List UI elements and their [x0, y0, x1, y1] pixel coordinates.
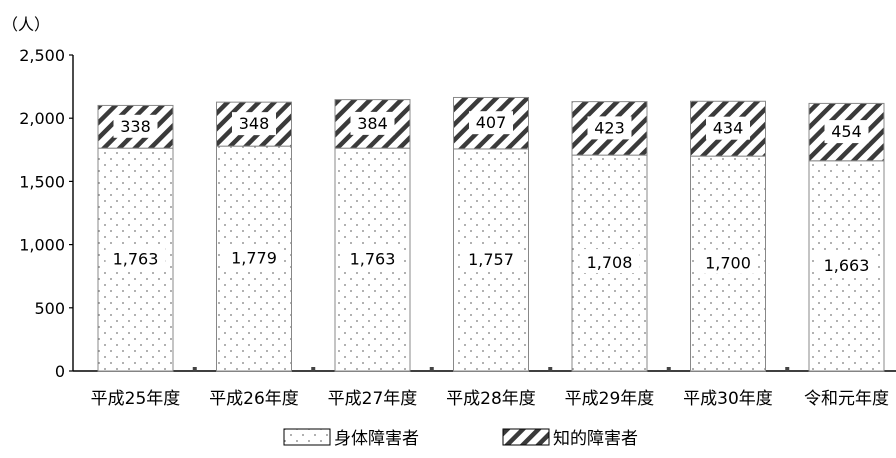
y-tick-label: 500: [34, 299, 65, 318]
y-tick-label: 1,000: [19, 236, 65, 255]
data-label-intellectual: 384: [357, 114, 388, 133]
legend-swatch-intellectual: [502, 428, 550, 446]
x-category-label: 平成26年度: [209, 389, 299, 409]
x-category-label: 平成29年度: [565, 389, 655, 409]
x-category-label: 平成28年度: [446, 389, 536, 409]
legend: 身体障害者 知的障害者: [283, 428, 638, 449]
legend-label-intellectual: 知的障害者: [553, 429, 638, 449]
legend-swatch-physical: [283, 428, 331, 446]
y-tick-label: 2,000: [19, 109, 65, 128]
x-tick-mark: [311, 367, 316, 372]
data-label-bg: [105, 245, 166, 270]
data-label-physical: 1,663: [824, 256, 870, 275]
data-label-bg: [113, 114, 158, 138]
y-tick-label: 0: [55, 362, 65, 381]
x-category-label: 平成27年度: [328, 389, 418, 409]
data-label-bg: [350, 111, 395, 135]
category-labels: 平成25年度 平成26年度 平成27年度 平成28年度 平成29年度 平成30年度 令和元年…: [91, 389, 889, 409]
x-category-label: 平成25年度: [91, 389, 181, 409]
data-label-bg: [232, 112, 276, 136]
legend-label-physical: 身体障害者: [334, 429, 419, 449]
x-tick-mark: [192, 367, 197, 372]
y-ticks: 0 500 1,000 1,500 2,000 2,500: [19, 46, 73, 381]
data-label-physical: 1,757: [468, 250, 514, 269]
legend-item-physical: 身体障害者: [283, 428, 419, 449]
data-label-intellectual: 348: [239, 114, 270, 133]
data-label-bg: [706, 116, 750, 140]
bar-segment-intellectual: [334, 99, 411, 149]
y-tick-label: 2,500: [19, 46, 65, 65]
data-label-intellectual: 338: [120, 117, 151, 136]
y-tick-label: 1,500: [19, 172, 65, 191]
bars: 1,763 338 1,779 348 1,763 384 1,757 407 1,708 423…: [97, 96, 885, 372]
data-label-intellectual: 407: [476, 113, 507, 132]
x-tick-mark: [429, 367, 434, 372]
data-label-physical: 1,708: [587, 253, 633, 272]
y-unit-label: （人）: [2, 15, 50, 34]
data-label-bg: [816, 251, 877, 276]
data-label-bg: [587, 116, 632, 140]
data-label-bg: [461, 245, 521, 270]
data-label-bg: [698, 249, 758, 274]
x-tick-mark: [785, 367, 790, 372]
data-label-intellectual: 434: [713, 119, 744, 138]
data-label-bg: [824, 120, 869, 144]
x-category-label: 令和元年度: [804, 389, 889, 409]
data-label-bg: [469, 111, 513, 135]
data-label-bg: [342, 245, 403, 270]
data-label-physical: 1,763: [113, 250, 159, 269]
data-label-physical: 1,700: [705, 254, 751, 273]
data-label-physical: 1,763: [350, 250, 396, 269]
x-tick-mark: [548, 367, 553, 372]
data-label-bg: [224, 244, 284, 269]
data-label-bg: [579, 249, 640, 274]
data-label-intellectual: 423: [594, 118, 625, 137]
legend-item-intellectual: 知的障害者: [502, 428, 638, 449]
data-label-physical: 1,779: [231, 249, 277, 268]
x-tick-mark: [666, 367, 671, 372]
x-category-label: 平成30年度: [683, 389, 773, 409]
data-label-intellectual: 454: [831, 122, 862, 141]
